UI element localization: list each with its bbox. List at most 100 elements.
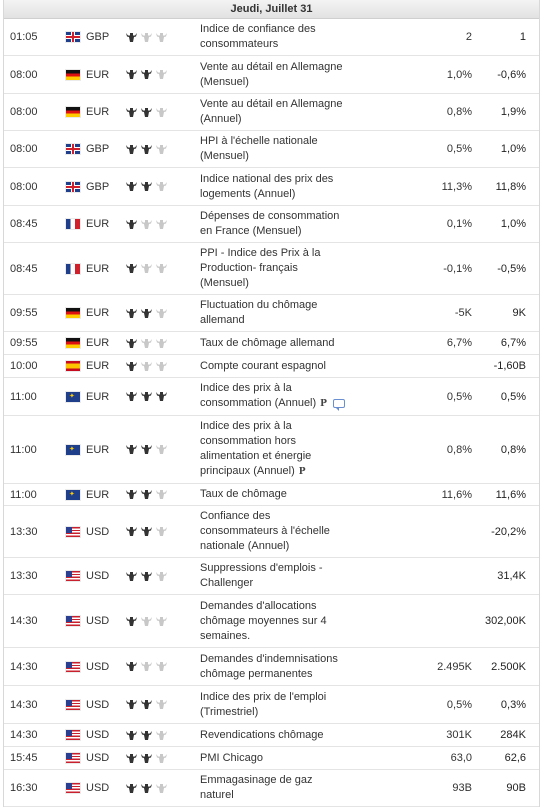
bull-icon-active	[126, 490, 137, 499]
bull-icon-inactive	[141, 219, 152, 229]
forecast-value: 93B	[452, 782, 472, 794]
event-name[interactable]: Indice des prix à la consommation hors a…	[200, 416, 352, 483]
flag-us-icon	[66, 753, 80, 763]
bull-icon-active	[126, 662, 137, 671]
event-time: 14:30	[10, 615, 38, 627]
currency-cell: EUR	[52, 218, 124, 230]
event-row[interactable]: 11:00 EUR Indice des prix à la consommat…	[4, 416, 539, 484]
event-row[interactable]: 10:00 EUR Compte courant espagnol -1,60B	[4, 355, 539, 378]
event-row[interactable]: 08:00 EUR Vente au détail en Allemagne (…	[4, 56, 539, 94]
event-row[interactable]: 13:30 USD Suppressions d'emplois - Chall…	[4, 558, 539, 595]
event-name[interactable]: Emmagasinage de gaz naturel	[200, 770, 352, 806]
event-row[interactable]: 16:30 USD Emmagasinage de gaz naturel 93…	[4, 770, 539, 807]
event-row[interactable]: 09:55 EUR Fluctuation du chômage alleman…	[4, 295, 539, 332]
event-time: 08:00	[10, 68, 38, 81]
bull-icon-inactive	[156, 730, 167, 740]
bull-icon-active	[126, 571, 137, 581]
currency-cell: EUR	[52, 391, 124, 403]
event-row[interactable]: 14:30 USD Demandes d'indemnisations chôm…	[4, 648, 539, 686]
event-name-text: Indice des prix à la consommation (Annue…	[200, 382, 317, 409]
event-time: 11:00	[10, 488, 37, 501]
event-row[interactable]: 15:45 USD PMI Chicago 63,0 62,6	[4, 747, 539, 770]
flag-de-icon	[66, 338, 80, 348]
event-row[interactable]: 14:30 USD Revendications chômage 301K 28…	[4, 724, 539, 747]
forecast-value: 2	[465, 31, 472, 43]
event-name[interactable]: Indice des prix à la consommation (Annue…	[200, 378, 352, 415]
importance-rating	[124, 107, 200, 117]
event-name[interactable]: Demandes d'allocations chômage moyennes …	[200, 596, 352, 647]
event-row[interactable]: 08:00 EUR Vente au détail en Allemagne (…	[4, 94, 539, 131]
bull-icon-active	[126, 70, 137, 79]
bull-icon-inactive	[156, 361, 167, 371]
forecast-value: 11,3%	[441, 180, 472, 193]
currency-code: EUR	[86, 218, 110, 230]
event-row[interactable]: 14:30 USD Indice des prix de l'emploi (T…	[4, 686, 539, 724]
bull-icon-active	[126, 616, 137, 626]
bull-icon-active	[126, 182, 137, 191]
event-name[interactable]: Confiance des consommateurs à l'échelle …	[200, 506, 352, 557]
event-name[interactable]: Fluctuation du chômage allemand	[200, 295, 352, 331]
event-row[interactable]: 08:45 EUR PPI - Indice des Prix à la Pro…	[4, 243, 539, 295]
importance-rating	[124, 219, 200, 229]
bull-icon-active	[141, 107, 152, 117]
importance-rating	[124, 730, 200, 740]
event-row[interactable]: 13:30 USD Confiance des consommateurs à …	[4, 506, 539, 558]
event-time: 08:45	[10, 262, 38, 275]
currency-cell: EUR	[52, 106, 124, 118]
forecast-value: 2.495K	[437, 660, 472, 673]
currency-code: GBP	[86, 31, 110, 43]
event-name[interactable]: Dépenses de consommation en France (Mens…	[200, 206, 352, 242]
previous-value: -0,6%	[497, 68, 526, 81]
flag-us-icon	[66, 783, 80, 793]
event-name[interactable]: Indice des prix de l'emploi (Trimestriel…	[200, 687, 352, 723]
event-name-text: PMI Chicago	[200, 751, 263, 764]
currency-code: EUR	[86, 106, 110, 118]
event-row[interactable]: 01:05 GBP Indice de confiance des consom…	[4, 19, 539, 56]
flag-gb-icon	[66, 144, 80, 154]
currency-cell: USD	[52, 782, 124, 794]
event-name[interactable]: Vente au détail en Allemagne (Annuel)	[200, 94, 352, 130]
previous-value: 0,5%	[500, 390, 526, 403]
forecast-value: 0,8%	[446, 443, 472, 456]
bull-icon-inactive	[141, 32, 152, 42]
previous-value: -1,60B	[493, 360, 526, 372]
event-row[interactable]: 08:00 GBP Indice national des prix des l…	[4, 168, 539, 206]
event-time: 01:05	[10, 31, 38, 43]
bull-icon-active	[141, 490, 152, 499]
event-name[interactable]: Demandes d'indemnisations chômage perman…	[200, 649, 352, 685]
forecast-value: 63,0	[450, 752, 472, 764]
event-name-text: Taux de chômage allemand	[200, 336, 335, 349]
importance-rating	[124, 527, 200, 536]
bull-icon-active	[141, 753, 152, 763]
forecast-value: -0,1%	[443, 262, 472, 275]
event-name-text: Demandes d'allocations chômage moyennes …	[200, 599, 327, 642]
event-name[interactable]: Revendications chômage	[200, 725, 352, 746]
currency-code: GBP	[86, 143, 110, 155]
event-row[interactable]: 14:30 USD Demandes d'allocations chômage…	[4, 595, 539, 648]
event-name[interactable]: Vente au détail en Allemagne (Mensuel)	[200, 57, 352, 93]
event-name[interactable]: Indice national des prix des logements (…	[200, 169, 352, 205]
event-name[interactable]: PPI - Indice des Prix à la Production- f…	[200, 243, 352, 294]
event-time: 14:30	[10, 660, 38, 673]
event-name[interactable]: Compte courant espagnol	[200, 356, 352, 377]
currency-cell: USD	[52, 570, 124, 582]
bull-icon-active	[126, 219, 137, 229]
forecast-value: 0,1%	[446, 218, 472, 230]
event-row[interactable]: 11:00 EUR Taux de chômage 11,6% 11,6%	[4, 484, 539, 506]
event-name[interactable]: PMI Chicago	[200, 748, 352, 769]
bull-icon-inactive	[156, 70, 167, 79]
event-row[interactable]: 08:45 EUR Dépenses de consommation en Fr…	[4, 206, 539, 243]
event-name[interactable]: Taux de chômage allemand	[200, 333, 352, 354]
event-time: 08:00	[10, 143, 38, 155]
event-row[interactable]: 11:00 EUR Indice des prix à la consommat…	[4, 378, 539, 416]
event-row[interactable]: 08:00 GBP HPI à l'échelle nationale (Men…	[4, 131, 539, 168]
comment-icon[interactable]	[332, 398, 345, 411]
bull-icon-active	[126, 32, 137, 42]
bull-icon-inactive	[156, 753, 167, 763]
event-name[interactable]: HPI à l'échelle nationale (Mensuel)	[200, 131, 352, 167]
event-name[interactable]: Taux de chômage	[200, 484, 352, 505]
event-name[interactable]: Suppressions d'emplois - Challenger	[200, 558, 352, 594]
event-row[interactable]: 09:55 EUR Taux de chômage allemand 6,7% …	[4, 332, 539, 355]
event-name[interactable]: Indice de confiance des consommateurs	[200, 19, 352, 55]
importance-rating	[124, 264, 200, 273]
